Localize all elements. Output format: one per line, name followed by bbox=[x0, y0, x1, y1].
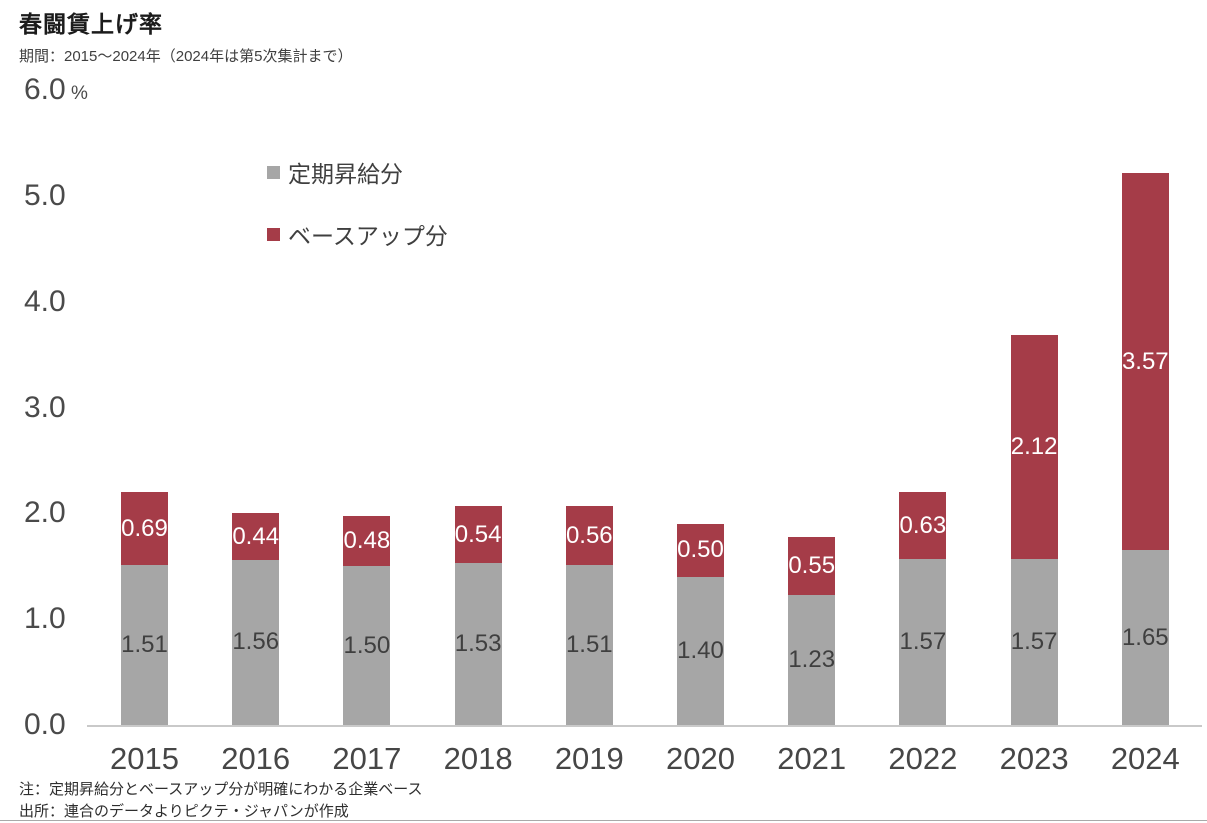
y-tick-1.0: 1.0 bbox=[24, 602, 66, 636]
bar-2015-regular-raise-segment: 1.51 bbox=[121, 565, 168, 725]
bar-2016-regular-raise-segment: 1.56 bbox=[232, 559, 280, 725]
bar-2023-base-up-segment: 2.12 bbox=[1010, 334, 1058, 559]
bar-value-label: 1.53 bbox=[454, 630, 502, 658]
legend-swatch-base-up-icon bbox=[267, 227, 280, 241]
bar-value-label: 0.56 bbox=[565, 521, 613, 549]
bar-value-label: 1.40 bbox=[677, 636, 724, 664]
footnote: 注：定期昇給分とベースアップ分が明確にわかる企業ベース bbox=[19, 781, 423, 798]
bar-2022-regular-raise-segment: 1.57 bbox=[899, 558, 947, 725]
bar-2021-base-up-segment: 0.55 bbox=[788, 536, 836, 595]
x-tick-2017: 2017 bbox=[332, 741, 402, 776]
bar-2019-regular-raise-segment: 1.51 bbox=[565, 565, 613, 725]
bar-2017-base-up-segment: 0.48 bbox=[343, 515, 391, 567]
bar-2024-regular-raise-segment: 1.65 bbox=[1121, 550, 1169, 725]
bar-value-label: 0.44 bbox=[232, 522, 280, 550]
bar-value-label: 2.12 bbox=[1010, 432, 1058, 460]
y-tick-0.0: 0.0 bbox=[24, 708, 66, 741]
y-tick-2.0: 2.0 bbox=[24, 496, 66, 530]
bar-2020-regular-raise-segment: 1.40 bbox=[677, 576, 724, 725]
bar-value-label: 1.56 bbox=[232, 628, 280, 656]
y-tick-6.0: 6.0 % bbox=[24, 73, 88, 107]
bar-2015-base-up-segment: 0.69 bbox=[121, 492, 168, 566]
bar-2019-base-up-segment: 0.56 bbox=[565, 505, 613, 566]
x-tick-2022: 2022 bbox=[888, 741, 958, 776]
chart-legend: 定期昇給分 ベースアップ分 bbox=[267, 156, 448, 250]
legend-item-regular-raise: 定期昇給分 bbox=[267, 156, 448, 188]
x-tick-2015: 2015 bbox=[110, 741, 179, 776]
legend-label-regular-raise: 定期昇給分 bbox=[288, 161, 403, 187]
bar-value-label: 0.54 bbox=[454, 520, 502, 548]
bar-value-label: 1.51 bbox=[121, 631, 168, 659]
bar-value-label: 0.63 bbox=[899, 511, 947, 539]
bar-value-label: 0.55 bbox=[788, 551, 836, 579]
x-tick-2020: 2020 bbox=[666, 741, 735, 776]
bar-value-label: 0.69 bbox=[121, 514, 168, 542]
x-tick-2018: 2018 bbox=[443, 741, 513, 776]
legend-label-base-up: ベースアップ分 bbox=[288, 223, 448, 249]
bar-2020-base-up-segment: 0.50 bbox=[677, 523, 724, 577]
bar-value-label: 0.48 bbox=[343, 526, 391, 554]
legend-swatch-regular-raise-icon bbox=[267, 165, 280, 179]
bar-2024-base-up-segment: 3.57 bbox=[1121, 172, 1169, 551]
bar-value-label: 1.23 bbox=[788, 645, 836, 673]
y-tick-5.0: 5.0 bbox=[24, 179, 66, 212]
bar-value-label: 1.51 bbox=[565, 631, 613, 659]
x-tick-2023: 2023 bbox=[999, 741, 1069, 776]
bottom-divider bbox=[0, 820, 1207, 821]
bar-value-label: 0.50 bbox=[677, 536, 724, 564]
bar-2022-base-up-segment: 0.63 bbox=[899, 492, 947, 559]
bar-value-label: 1.57 bbox=[1010, 627, 1058, 655]
legend-item-base-up: ベースアップ分 bbox=[267, 218, 448, 250]
x-tick-2016: 2016 bbox=[221, 741, 291, 776]
bar-2023-regular-raise-segment: 1.57 bbox=[1010, 558, 1058, 725]
x-tick-2021: 2021 bbox=[777, 741, 847, 776]
source-note: 出所：連合のデータよりピクテ・ジャパンが作成 bbox=[19, 803, 349, 820]
chart-subtitle: 期間：2015～2024年（2024年は第5次集計まで） bbox=[19, 48, 353, 65]
bar-2018-base-up-segment: 0.54 bbox=[454, 505, 502, 564]
x-axis-line bbox=[87, 725, 1202, 727]
bar-2021-regular-raise-segment: 1.23 bbox=[788, 594, 836, 725]
bar-2017-regular-raise-segment: 1.50 bbox=[343, 566, 391, 725]
bar-2018-regular-raise-segment: 1.53 bbox=[454, 563, 502, 725]
chart-title: 春闘賃上げ率 bbox=[19, 11, 163, 37]
bar-value-label: 3.57 bbox=[1121, 347, 1169, 375]
y-tick-3.0: 3.0 bbox=[24, 390, 66, 424]
bar-value-label: 1.50 bbox=[343, 631, 391, 659]
bar-2016-base-up-segment: 0.44 bbox=[232, 513, 280, 560]
y-tick-4.0: 4.0 bbox=[24, 284, 66, 318]
bar-value-label: 1.57 bbox=[899, 627, 947, 655]
y-axis-unit-label: % bbox=[65, 83, 88, 105]
bar-value-label: 1.65 bbox=[1121, 623, 1169, 651]
x-tick-2024: 2024 bbox=[1110, 741, 1180, 776]
x-tick-2019: 2019 bbox=[554, 741, 624, 776]
